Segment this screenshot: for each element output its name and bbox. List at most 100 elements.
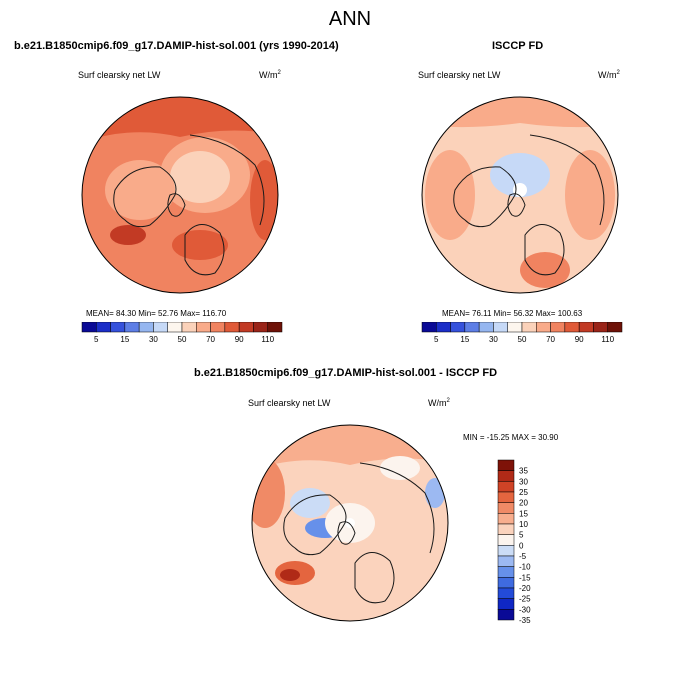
obs-colorbar-tick-label: 90 [575, 335, 584, 344]
obs-colorbar-tick-label: 70 [546, 335, 555, 344]
obs-colorbar-swatch [521, 322, 537, 333]
model-colorbar-tick-label: 70 [206, 335, 215, 344]
model-polar-map [81, 96, 279, 294]
model-colorbar-tick-label: 30 [149, 335, 158, 344]
model-field-hot-spot-west [110, 225, 146, 245]
model-colorbar-swatch [224, 322, 240, 333]
obs-colorbar-swatch [578, 322, 594, 333]
obs-coastlines [453, 134, 605, 276]
diff-colorbar-tick-label: 20 [519, 499, 528, 508]
obs-units-label: W/m2 [598, 70, 620, 80]
diff-pole-hole [345, 518, 355, 528]
obs-variable-label: Surf clearsky net LW [418, 70, 501, 80]
model-colorbar-tick-label: 15 [120, 335, 129, 344]
model-map-border [81, 96, 279, 294]
model-colorbar-swatch [138, 322, 154, 333]
model-field-scandinavia [172, 230, 228, 260]
obs-colorbar-tick-label: 110 [601, 335, 614, 344]
diff-colorbar-swatch [497, 459, 515, 471]
diff-field-hot-core [280, 569, 300, 581]
diff-colorbar-tick-label: 15 [519, 509, 528, 518]
diff-colorbar-swatch [497, 609, 515, 621]
diff-colorbar-tick-label: -25 [519, 595, 531, 604]
model-units-label: W/m2 [259, 70, 281, 80]
model-colorbar-tick-label: 110 [261, 335, 274, 344]
diff-units-label: W/m2 [428, 398, 450, 408]
obs-panel-title: ISCCP FD [492, 40, 544, 52]
model-colorbar-swatch [238, 322, 254, 333]
obs-colorbar-swatch [564, 322, 580, 333]
diff-colorbar-swatch [497, 534, 515, 546]
diff-panel-title: b.e21.B1850cmip6.f09_g17.DAMIP-hist-sol.… [194, 367, 498, 379]
obs-colorbar-swatch [436, 322, 451, 333]
diff-colorbar-swatch [497, 577, 515, 589]
diff-colorbar-tick-label: 25 [519, 488, 528, 497]
obs-map-border [421, 96, 619, 294]
diff-polar-map [251, 424, 449, 622]
obs-colorbar-swatch [550, 322, 566, 333]
diff-colorbar-tick-label: -30 [519, 605, 531, 614]
obs-field-arctic-cold [490, 153, 550, 197]
obs-polar-map [421, 96, 619, 294]
diff-field-canada-cool [290, 488, 330, 518]
obs-stats: MEAN= 76.11 Min= 56.32 Max= 100.63 [442, 309, 583, 318]
model-field-pacific [250, 160, 278, 240]
model-colorbar-swatch [110, 322, 126, 333]
model-colorbar-tick-label: 5 [94, 335, 99, 344]
obs-field-atlantic [425, 150, 475, 240]
model-panel-title: b.e21.B1850cmip6.f09_g17.DAMIP-hist-sol.… [14, 40, 339, 52]
model-colorbar-tick-label: 50 [178, 335, 187, 344]
model-colorbar-swatch [167, 322, 183, 333]
obs-colorbar-swatch [593, 322, 608, 333]
model-coastlines [113, 134, 265, 276]
obs-colorbar-tick-label: 30 [489, 335, 498, 344]
model-colorbar-swatch [181, 322, 197, 333]
diff-colorbar-swatch [497, 491, 515, 503]
diff-colorbar-tick-label: 0 [519, 541, 524, 550]
model-colorbar-swatch [196, 322, 211, 333]
diff-colorbar-swatch [497, 566, 515, 578]
diff-map-border [251, 424, 449, 622]
diff-colorbar-tick-label: 5 [519, 531, 524, 540]
model-colorbar-swatch [81, 322, 97, 333]
model-colorbar-swatch [253, 322, 268, 333]
model-field-arctic-light [170, 151, 230, 203]
obs-field-europe [520, 252, 570, 288]
obs-colorbar: 51530507090110130 [421, 322, 623, 344]
obs-field-pacific [565, 150, 615, 240]
obs-colorbar-swatch [536, 322, 551, 333]
model-stats: MEAN= 84.30 Min= 52.76 Max= 116.70 [86, 309, 227, 318]
model-colorbar-swatch [267, 322, 283, 333]
obs-colorbar-swatch [450, 322, 466, 333]
diff-colorbar-swatch [497, 513, 515, 525]
obs-colorbar-swatch [607, 322, 623, 333]
diff-colorbar-swatch [497, 598, 515, 610]
diff-colorbar-tick-label: -20 [519, 584, 531, 593]
obs-colorbar-swatch [464, 322, 480, 333]
obs-colorbar-tick-label: 50 [518, 335, 527, 344]
model-colorbar-swatch [96, 322, 111, 333]
obs-colorbar-tick-label: 5 [434, 335, 439, 344]
diff-colorbar-tick-label: 30 [519, 477, 528, 486]
diff-colorbar-tick-label: 35 [519, 467, 528, 476]
diff-colorbar-swatch [497, 523, 515, 535]
obs-colorbar-swatch [421, 322, 437, 333]
diff-variable-label: Surf clearsky net LW [248, 398, 331, 408]
model-variable-label: Surf clearsky net LW [78, 70, 161, 80]
obs-colorbar-swatch [478, 322, 494, 333]
model-colorbar-swatch [210, 322, 226, 333]
obs-colorbar-tick-label: 15 [460, 335, 469, 344]
diff-colorbar-tick-label: 10 [519, 520, 528, 529]
diff-colorbar-tick-label: -35 [519, 616, 531, 624]
model-colorbar-tick-label: 90 [235, 335, 244, 344]
diff-colorbar-swatch [497, 587, 515, 599]
diff-colorbar-tick-label: -15 [519, 573, 531, 582]
obs-field-north-band [422, 97, 618, 128]
diff-field-neutral-ne [380, 456, 420, 480]
model-colorbar-swatch [153, 322, 168, 333]
obs-colorbar-swatch [507, 322, 523, 333]
diff-colorbar-swatch [497, 481, 515, 493]
diff-colorbar-tick-label: -5 [519, 552, 527, 561]
diff-colorbar-swatch [497, 555, 515, 567]
